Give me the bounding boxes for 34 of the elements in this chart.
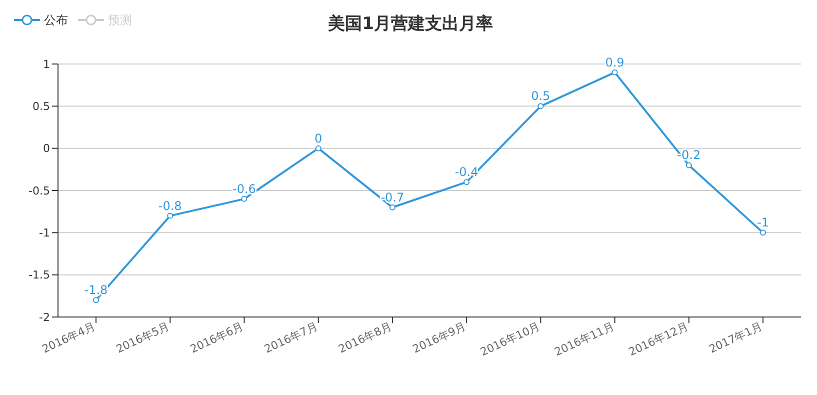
x-tick-label: 2016年8月 — [336, 320, 394, 356]
chart-title: 美国1月营建支出月率 — [328, 14, 493, 34]
data-label: 0.5 — [531, 89, 550, 104]
point — [612, 69, 618, 76]
y-tick-label: -1 — [39, 226, 50, 240]
x-tick-label: 2016年7月 — [262, 320, 320, 356]
data-label: -0.6 — [232, 182, 256, 196]
x-tick-label: 2016年9月 — [410, 320, 468, 356]
legend-label: 公布 — [44, 12, 68, 28]
x-tick-label: 2017年1月 — [707, 320, 764, 356]
point — [760, 230, 766, 236]
y-tick-label: -1.5 — [28, 268, 50, 282]
y-tick-label: 0.5 — [32, 100, 50, 114]
data-label: -0.7 — [380, 190, 404, 204]
point — [464, 179, 470, 186]
y-tick-label: 0 — [43, 142, 50, 156]
x-tick-label: 2016年6月 — [188, 320, 246, 356]
x-tick-label: 2016年5月 — [114, 320, 172, 356]
x-tick-label: 2016年11月 — [552, 320, 616, 359]
point — [686, 162, 692, 168]
point — [241, 196, 248, 202]
point — [389, 204, 396, 210]
point — [93, 297, 99, 304]
point — [167, 212, 174, 219]
data-label: -1 — [757, 216, 769, 230]
data-label: 0.9 — [605, 55, 624, 70]
y-tick-label: -0.5 — [28, 184, 50, 198]
y-tick-label: 1 — [43, 58, 50, 71]
x-tick-label: 2016年12月 — [626, 320, 690, 359]
point — [538, 103, 544, 110]
data-label: -0.8 — [158, 198, 182, 213]
x-tick-label: 2016年10月 — [478, 320, 542, 359]
data-label: 0 — [314, 131, 322, 146]
point — [315, 145, 322, 152]
